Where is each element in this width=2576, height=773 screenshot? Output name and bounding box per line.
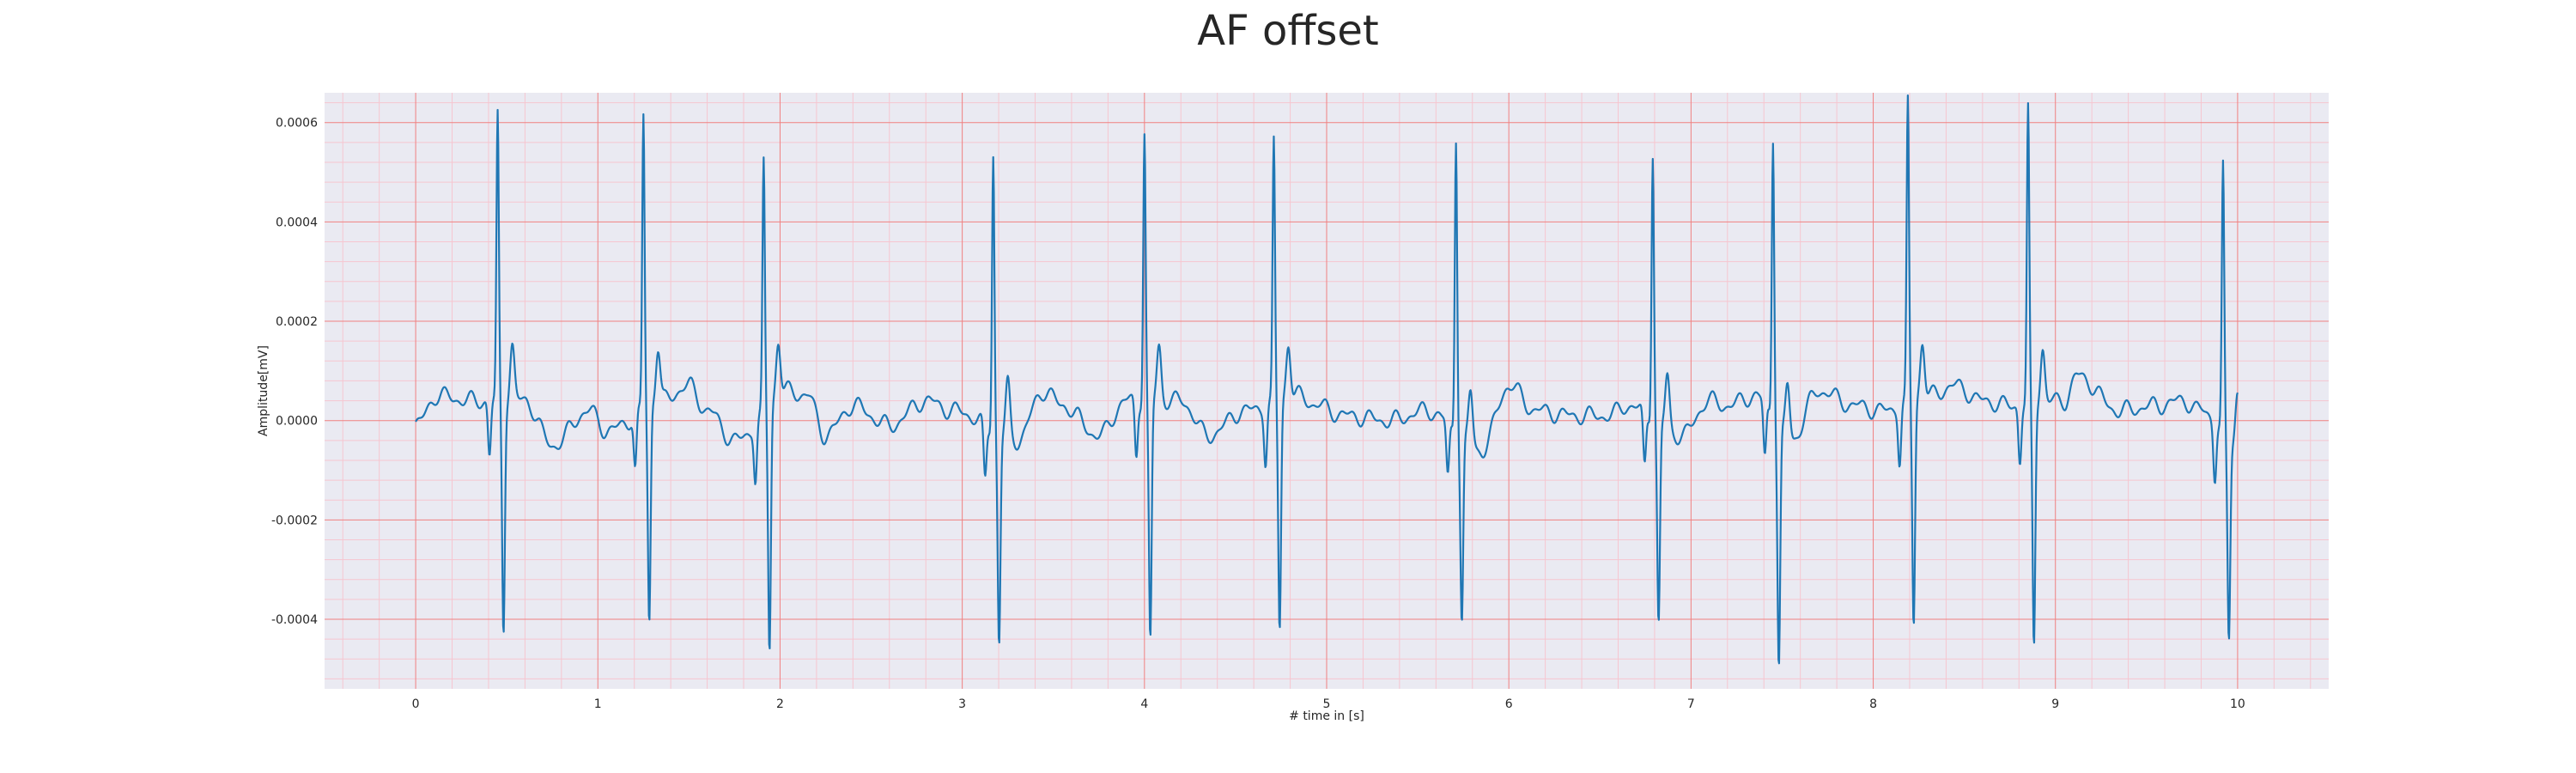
y-tick-label: -0.0004	[271, 613, 318, 627]
major-grid	[325, 93, 2329, 689]
x-axis-ticks: 0 1 2 3 4 5 6 7 8 9 10	[412, 697, 2245, 711]
chart-title: AF offset	[1197, 7, 1379, 55]
y-tick-label: 0.0002	[276, 315, 318, 329]
y-axis-label: Amplitude[mV]	[257, 345, 270, 436]
x-tick-label: 8	[1869, 697, 1877, 711]
x-axis-label: # time in [s]	[1289, 709, 1364, 723]
y-tick-label: -0.0002	[271, 514, 318, 527]
x-tick-label: 3	[958, 697, 966, 711]
x-tick-label: 5	[1323, 697, 1331, 711]
x-tick-label: 6	[1505, 697, 1513, 711]
y-tick-label: 0.0004	[276, 216, 318, 229]
y-axis-ticks: -0.0004 -0.0002 0.0000 0.0002 0.0004 0.0006	[271, 117, 318, 627]
x-tick-label: 0	[412, 697, 420, 711]
series-group	[415, 94, 2239, 665]
x-tick-label: 1	[594, 697, 602, 711]
y-tick-label: 0.0000	[276, 415, 318, 429]
x-tick-label: 10	[2230, 697, 2245, 711]
x-tick-label: 7	[1687, 697, 1695, 711]
x-tick-label: 9	[2051, 697, 2059, 711]
x-tick-label: 2	[776, 697, 784, 711]
x-tick-label: 4	[1140, 697, 1148, 711]
series-line	[415, 94, 2239, 665]
y-tick-label: 0.0006	[276, 117, 318, 131]
